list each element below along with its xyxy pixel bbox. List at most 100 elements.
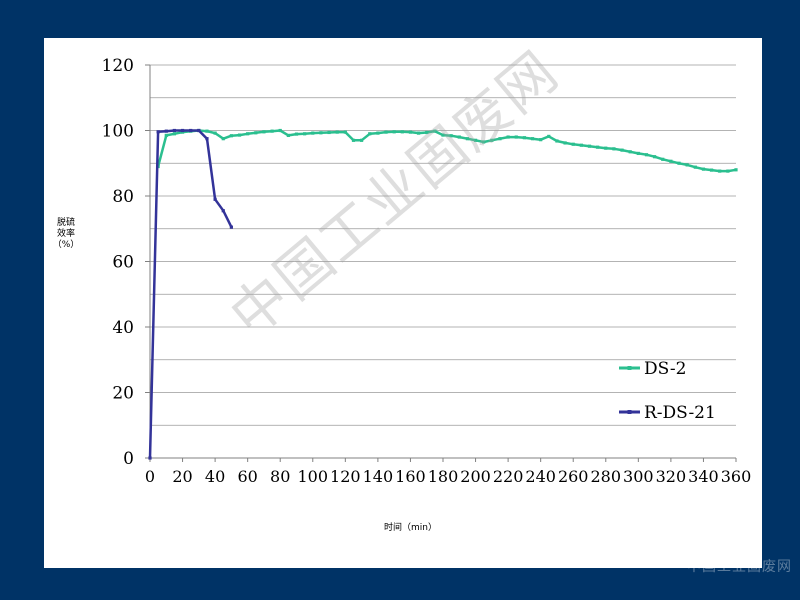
legend-label: R-DS-21 [644, 403, 716, 423]
x-tick-label: 300 [623, 467, 654, 486]
corner-watermark: 中国工业固废网 [687, 559, 792, 575]
data-point [172, 132, 177, 136]
data-point [303, 132, 307, 136]
data-point [555, 139, 559, 143]
x-tick-label: 200 [460, 467, 491, 486]
data-point [498, 137, 502, 141]
data-point [246, 132, 250, 136]
data-point [229, 225, 233, 229]
data-point [164, 133, 168, 138]
data-point [180, 128, 185, 133]
data-point [620, 148, 624, 152]
y-tick-label: 100 [102, 122, 134, 142]
data-point [465, 137, 470, 141]
data-point [189, 128, 193, 133]
data-point [286, 133, 290, 138]
data-point [482, 140, 486, 144]
y-tick-label: 60 [112, 253, 134, 273]
data-point [294, 132, 299, 136]
data-point [416, 131, 421, 135]
data-point [392, 130, 396, 134]
data-point [172, 128, 177, 133]
series-lines [148, 128, 738, 460]
data-point [311, 131, 315, 135]
legend-marker [627, 410, 632, 414]
gridlines [150, 64, 736, 426]
data-point [734, 168, 738, 172]
data-point [669, 159, 673, 163]
x-tick-label: 220 [493, 467, 524, 486]
x-tick-label: 20 [172, 467, 192, 486]
chart-panel [44, 38, 762, 568]
data-point [693, 165, 697, 169]
data-point [539, 138, 543, 142]
x-axis-label: 时间（min） [384, 523, 437, 533]
x-tick-label: 140 [363, 467, 394, 486]
x-tick-label: 320 [656, 467, 687, 486]
data-point [229, 134, 233, 138]
data-point [522, 136, 526, 140]
data-point [237, 133, 242, 137]
x-tick-label: 240 [525, 467, 556, 486]
data-point [685, 163, 689, 167]
data-point [701, 167, 706, 171]
x-tick-label: 100 [298, 467, 329, 486]
y-tick-label: 120 [102, 56, 134, 76]
data-point [376, 131, 380, 135]
x-tick-label: 60 [237, 467, 257, 486]
y-axis-label-line-3: （%） [52, 240, 80, 250]
x-tick-label: 280 [591, 467, 622, 486]
data-point [408, 130, 413, 134]
data-point [384, 130, 388, 134]
data-point [449, 134, 453, 138]
y-axis-label-line-2: 效率 [56, 229, 75, 239]
data-point [726, 169, 730, 173]
data-point [213, 197, 217, 201]
y-tick-label: 80 [112, 187, 134, 207]
data-point [164, 129, 168, 133]
data-point [661, 157, 665, 161]
data-point [343, 130, 347, 134]
data-point [221, 209, 225, 213]
data-point [400, 130, 404, 134]
data-point [270, 129, 274, 133]
x-tick-labels: 0 20 40 60 80 100 120 140 160 180 200 220 240 260 280 3… [145, 467, 751, 486]
data-point [335, 130, 339, 134]
x-tick-label: 0 [145, 467, 155, 486]
data-point [360, 138, 364, 142]
data-point [254, 131, 258, 135]
data-point [530, 137, 535, 141]
data-point [612, 147, 616, 151]
data-point [563, 141, 567, 145]
y-tick-labels: 0 20 40 60 80 100 120 [102, 56, 134, 469]
data-point [197, 128, 201, 133]
data-point [473, 138, 478, 142]
x-tick-label: 180 [428, 467, 459, 486]
data-point [319, 131, 323, 135]
data-point [327, 130, 331, 135]
data-point [351, 138, 356, 142]
x-tick-label: 160 [395, 467, 426, 486]
data-point [213, 131, 217, 135]
y-tick-label: 0 [123, 449, 134, 469]
x-tick-label: 120 [330, 467, 361, 486]
x-tick-label: 260 [558, 467, 589, 486]
legend-label: DS-2 [644, 359, 686, 379]
x-tick-label: 80 [270, 467, 290, 486]
data-point [262, 130, 266, 134]
data-point [156, 130, 160, 134]
x-tick-label: 360 [721, 467, 752, 486]
y-tick-label: 20 [112, 384, 134, 404]
legend: DS-2 R-DS-21 [619, 359, 716, 423]
data-point [587, 144, 592, 148]
y-axis-label-line-1: 脱硫 [56, 218, 75, 228]
data-point [425, 130, 429, 135]
data-point [604, 146, 608, 150]
data-point [571, 142, 575, 146]
data-point [644, 153, 649, 157]
data-point [596, 145, 600, 149]
data-point [221, 137, 225, 141]
data-point [490, 138, 494, 142]
axes [145, 64, 737, 462]
